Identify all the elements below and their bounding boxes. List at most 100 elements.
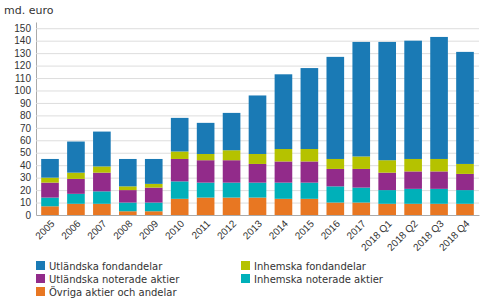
bar-segment	[223, 160, 241, 182]
bar-segment	[197, 154, 215, 160]
bar-segment	[119, 190, 137, 202]
bar-segment	[326, 169, 344, 186]
bar-segment	[93, 166, 111, 172]
bar-segment	[352, 188, 370, 203]
bars	[41, 37, 474, 215]
bar-segment	[378, 160, 396, 172]
bar-segment	[171, 159, 189, 181]
bar-segment	[275, 74, 293, 149]
y-tick-label: 60	[20, 135, 32, 146]
bar-segment	[41, 198, 59, 207]
bar-segment	[404, 171, 422, 188]
x-tick-label: 2012	[215, 218, 239, 242]
bar-segment	[67, 204, 85, 215]
x-tick: 2015	[293, 215, 317, 241]
x-tick-label: 2014	[267, 218, 291, 242]
y-tick-label: 20	[20, 185, 32, 196]
bar-segment	[275, 183, 293, 199]
x-tick-label: 2006	[59, 218, 83, 242]
x-tick-label: 2005	[33, 218, 57, 242]
bar-segment	[430, 171, 448, 188]
y-axis-line	[36, 23, 37, 216]
x-tick: 2010	[163, 215, 187, 241]
legend-swatch	[36, 287, 45, 296]
legend-swatch	[36, 261, 45, 270]
bar-segment	[67, 142, 85, 173]
bar-segment	[145, 159, 163, 184]
bar-segment	[67, 173, 85, 179]
bar-segment	[249, 154, 267, 164]
bar-segment	[93, 132, 111, 167]
bar-segment	[41, 206, 59, 215]
bar-segment	[223, 150, 241, 160]
x-tick-label: 2010	[163, 218, 187, 242]
x-tick: 2006	[59, 215, 83, 241]
bar-segment	[249, 198, 267, 215]
bar-segment	[430, 37, 448, 159]
bar-segment	[456, 164, 474, 174]
legend-swatch	[241, 261, 250, 270]
bar-segment	[301, 68, 319, 149]
bar-segment	[197, 160, 215, 182]
bar-segment	[430, 204, 448, 215]
bar-segment	[93, 191, 111, 203]
x-tick: 2007	[85, 215, 109, 241]
bar-segment	[456, 52, 474, 164]
x-tick: 2009	[137, 215, 161, 241]
bar-segment	[352, 203, 370, 215]
legend-label: Utländska fondandelar	[49, 261, 163, 272]
legend-item: Inhemska noterade aktier	[241, 274, 384, 285]
x-tick: 2013	[241, 215, 265, 241]
legend-item: Utländska fondandelar	[36, 261, 163, 272]
bar-segment	[223, 183, 241, 198]
bar-segment	[301, 183, 319, 199]
x-tick-label: 2017	[344, 218, 368, 242]
y-tick-label: 150	[14, 23, 31, 34]
bar-segment	[326, 159, 344, 169]
x-tick: 2005	[33, 215, 57, 241]
grid-line	[36, 215, 479, 216]
bar-segment	[249, 95, 267, 154]
bar-segment	[93, 204, 111, 215]
bar-segment	[430, 189, 448, 204]
bar-segment	[275, 149, 293, 161]
x-tick: 2012	[215, 215, 239, 241]
bar-segment	[145, 203, 163, 212]
bar-segment	[171, 118, 189, 152]
grid-line	[36, 28, 479, 29]
y-tick-label: 100	[14, 85, 31, 96]
chart: 0102030405060708090100110120130140150200…	[0, 0, 491, 302]
bar-segment	[145, 211, 163, 215]
legend: Utländska fondandelarInhemska fondandela…	[36, 261, 384, 298]
bar-segment	[456, 174, 474, 190]
y-axis: 0102030405060708090100110120130140150	[14, 23, 479, 221]
y-tick-label: 80	[20, 110, 32, 121]
y-tick-label: 140	[14, 35, 31, 46]
bar-segment	[352, 156, 370, 168]
bar-segment	[197, 183, 215, 198]
y-tick: 150	[14, 23, 479, 34]
bar-segment	[352, 42, 370, 157]
y-tick-label: 130	[14, 48, 31, 59]
x-tick-label: 2016	[319, 218, 343, 242]
bar-segment	[275, 199, 293, 215]
bar-segment	[67, 179, 85, 194]
bar-segment	[301, 199, 319, 215]
legend-label: Utländska noterade aktier	[49, 274, 180, 285]
x-tick-label: 2015	[293, 218, 317, 242]
x-tick-label: 2009	[137, 218, 161, 242]
x-tick-label: 2008	[111, 218, 135, 242]
bar-segment	[93, 173, 111, 192]
bar-segment	[378, 42, 396, 160]
y-tick-label: 110	[15, 73, 31, 84]
bar-segment	[430, 159, 448, 171]
bar-segment	[352, 169, 370, 188]
x-axis: 2005200620072008200920102011201220132014…	[33, 215, 479, 253]
bar-segment	[326, 203, 344, 215]
y-tick-label: 120	[14, 60, 31, 71]
bar-segment	[378, 204, 396, 215]
x-tick: 2011	[189, 215, 212, 241]
bar-segment	[145, 184, 163, 188]
bar-segment	[404, 204, 422, 215]
bar-segment	[119, 186, 137, 190]
